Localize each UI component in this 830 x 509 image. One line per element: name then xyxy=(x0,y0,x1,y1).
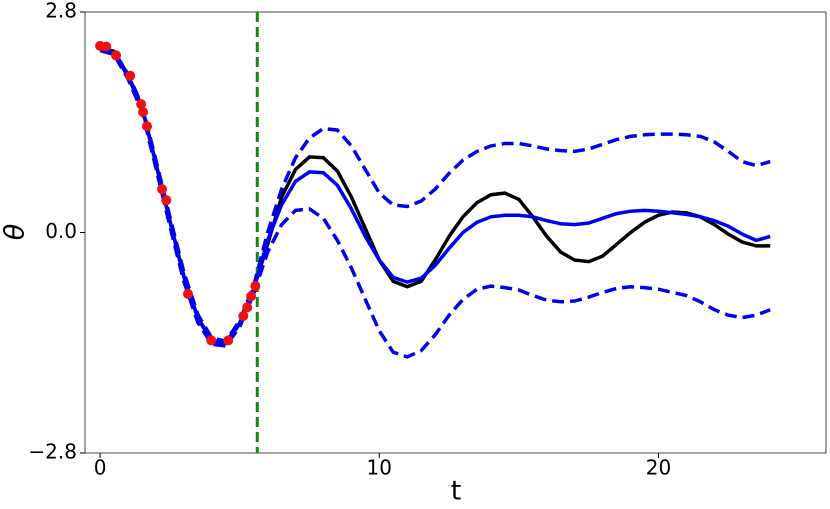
x-tick-label: 20 xyxy=(646,456,671,480)
data-point xyxy=(250,281,261,292)
y-tick-label: 2.8 xyxy=(45,0,77,23)
data-point xyxy=(138,107,149,118)
data-point xyxy=(183,288,194,299)
series-line xyxy=(99,45,771,345)
bound-line xyxy=(99,48,771,359)
data-point xyxy=(157,184,168,195)
bound-line xyxy=(99,47,771,344)
y-tick-label: 0.0 xyxy=(45,219,77,243)
data-point xyxy=(101,41,112,52)
data-point xyxy=(238,310,249,321)
plot-frame xyxy=(84,11,827,454)
data-point xyxy=(125,70,136,81)
data-point xyxy=(141,121,152,132)
x-tick-label: 0 xyxy=(94,456,107,480)
data-point xyxy=(246,291,257,302)
data-point xyxy=(161,195,172,206)
data-point xyxy=(110,50,121,61)
data-point xyxy=(206,335,217,346)
data-point xyxy=(242,302,253,313)
data-point xyxy=(223,335,234,346)
x-tick-label: 10 xyxy=(367,456,392,480)
series-line xyxy=(99,48,771,346)
data-point xyxy=(136,99,147,110)
y-tick-label: −2.8 xyxy=(28,440,77,464)
x-axis-label: t xyxy=(451,476,462,507)
y-axis-label: θ xyxy=(0,224,31,241)
